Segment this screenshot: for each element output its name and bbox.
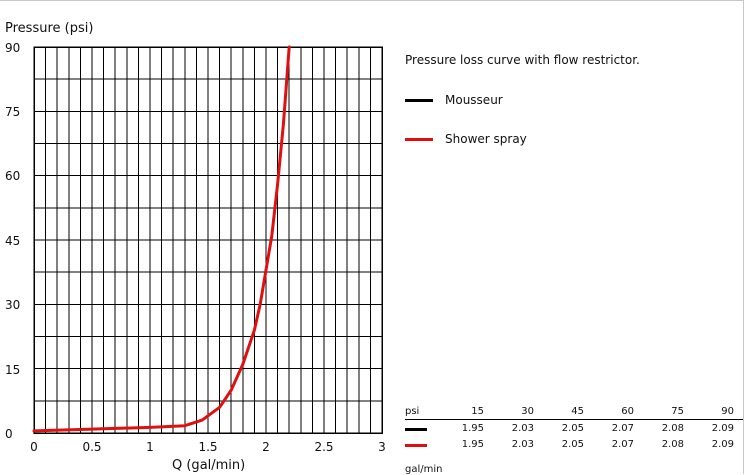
chart-title: Pressure loss curve with flow restrictor… [405, 53, 640, 67]
table-header-label: psi [405, 406, 420, 417]
y-tick-label: 15 [5, 363, 21, 377]
table-cell: 2.03 [511, 423, 534, 434]
table-row-swatch [405, 444, 427, 447]
legend-label: Mousseur [445, 93, 503, 107]
legend-item-shower-spray: Shower spray [405, 132, 527, 146]
x-axis-title: Q (gal/min) [172, 458, 246, 473]
table-cell: 2.07 [611, 439, 634, 450]
x-tick-label: 1.5 [198, 440, 218, 454]
x-tick-label: 3 [378, 440, 386, 454]
table-header-cell: 75 [671, 406, 684, 417]
table-cell: 1.95 [461, 423, 484, 434]
table-header-row: psi 15 30 45 60 75 90 [405, 406, 743, 420]
table-header-cell: 15 [471, 406, 484, 417]
table-cell: 2.07 [611, 423, 634, 434]
table-row: 1.95 2.03 2.05 2.07 2.08 2.09 [405, 423, 743, 436]
table-header-cell: 90 [721, 406, 734, 417]
table-unit-label: gal/min [405, 464, 443, 475]
table-cell: 2.08 [661, 439, 684, 450]
y-tick-label: 75 [5, 105, 21, 119]
y-tick-label: 90 [5, 41, 21, 55]
table-row-swatch [405, 428, 427, 431]
y-tick-label: 45 [5, 234, 21, 248]
x-tick-label: 2 [262, 440, 270, 454]
y-tick-label: 30 [5, 298, 21, 312]
legend-swatch [405, 98, 433, 102]
x-tick-label: 0.5 [82, 440, 102, 454]
table-cell: 1.95 [461, 439, 484, 450]
x-tick-label: 2.5 [314, 440, 334, 454]
legend-item-mousseur: Mousseur [405, 93, 503, 107]
table-cell: 2.08 [661, 423, 684, 434]
table-header-cell: 60 [621, 406, 634, 417]
table-cell: 2.03 [511, 439, 534, 450]
table-header-cell: 30 [521, 406, 534, 417]
table-cell: 2.09 [711, 423, 734, 434]
series-line-shower-spray [32, 45, 291, 433]
y-tick-label: 60 [5, 169, 21, 183]
plot-frame [33, 46, 383, 434]
table-cell: 2.05 [561, 439, 584, 450]
y-axis-title: Pressure (psi) [5, 21, 94, 36]
table-cell: 2.05 [561, 423, 584, 434]
table-row: 1.95 2.03 2.05 2.07 2.08 2.09 [405, 439, 743, 452]
y-tick-label: 0 [5, 427, 13, 441]
table-cell: 2.09 [711, 439, 734, 450]
legend-label: Shower spray [445, 132, 527, 146]
x-tick-label: 1 [146, 440, 154, 454]
table-header-cell: 45 [571, 406, 584, 417]
legend-swatch [405, 137, 433, 141]
flow-table: psi 15 30 45 60 75 90 1.95 2.03 2.05 2.0… [405, 406, 743, 452]
x-tick-label: 0 [30, 440, 38, 454]
